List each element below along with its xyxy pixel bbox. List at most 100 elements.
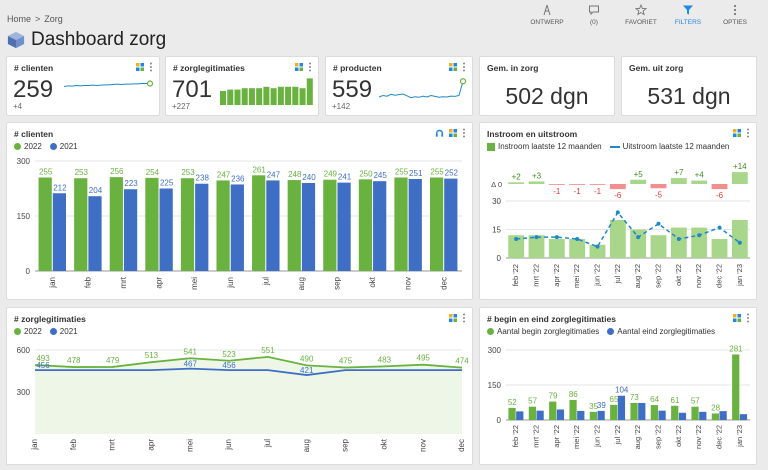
area-fill	[35, 356, 462, 434]
uitstroom-point	[737, 240, 742, 245]
bar	[597, 410, 605, 420]
bar	[638, 402, 646, 420]
favorite-button[interactable]: FAVORIET	[618, 2, 664, 26]
legend-label: 2022	[24, 327, 42, 336]
bar	[337, 182, 351, 271]
delta-bar	[711, 184, 728, 190]
kpi-card-gem-uit-zorg[interactable]: Gem. uit zorg 531 dgn	[621, 56, 757, 116]
data-label: 254	[146, 168, 160, 177]
sparkline-bar	[299, 88, 306, 105]
card-menu-icon[interactable]	[149, 62, 153, 72]
breadcrumb-home[interactable]: Home	[7, 14, 32, 24]
legend-item[interactable]: 2022	[14, 142, 42, 151]
instroom-bar	[609, 220, 626, 258]
x-tick-label: jan	[30, 439, 39, 451]
card-menu-icon[interactable]	[308, 62, 312, 72]
comments-button[interactable]: (0)	[571, 2, 617, 26]
x-tick-label: sep	[333, 276, 342, 289]
kpi-card-zorglegitimaties[interactable]: # zorglegitimaties 701 +227	[165, 56, 319, 116]
bar	[88, 196, 102, 271]
delta-bar	[731, 172, 748, 184]
chart-type-icon[interactable]	[733, 314, 741, 322]
card-menu-icon[interactable]	[746, 313, 750, 323]
y-tick-label: 0	[497, 416, 502, 425]
data-label: 241	[338, 173, 352, 182]
legend-label: Aantal eind zorglegitimaties	[617, 327, 716, 336]
breadcrumb-current[interactable]: Zorg	[44, 14, 63, 24]
data-label: 250	[359, 169, 373, 178]
kpi-value: 531 dgn	[647, 83, 731, 109]
delta-bar	[569, 184, 586, 185]
x-tick-label: feb	[83, 276, 92, 288]
delta-label: +5	[634, 170, 644, 179]
legend-item[interactable]: Instroom laatste 12 maanden	[487, 142, 602, 151]
card-menu-icon[interactable]	[462, 128, 466, 138]
options-button[interactable]: OPTIES	[712, 2, 758, 26]
delta-bar	[670, 178, 687, 184]
sparkline-bar	[270, 88, 277, 105]
kpi-card-producten[interactable]: # producten 559 +142	[325, 56, 473, 116]
filters-button[interactable]: FILTERS	[665, 2, 711, 26]
bar	[373, 181, 387, 271]
legend-item[interactable]: 2022	[14, 327, 42, 336]
x-tick-label: mrt '22	[531, 425, 540, 448]
data-label-eind: 104	[615, 386, 629, 395]
legend-item[interactable]: 2021	[49, 327, 78, 336]
chart-type-icon[interactable]	[449, 63, 457, 71]
chart-type-icon[interactable]	[136, 63, 144, 71]
data-label-begin: 64	[650, 395, 659, 404]
data-label-2022: 478	[67, 356, 81, 365]
chart-type-icon[interactable]	[449, 314, 457, 322]
delta-label: -1	[553, 187, 561, 196]
x-tick-label: feb '22	[511, 264, 520, 286]
legend-item[interactable]: 2021	[49, 142, 78, 151]
kpi-card-gem-in-zorg[interactable]: Gem. in zorg 502 dgn	[479, 56, 615, 116]
x-tick-label: nov	[404, 277, 413, 290]
delta-bar	[630, 179, 647, 184]
legend-label: 2021	[59, 327, 78, 336]
x-tick-label: dec '22	[714, 425, 723, 449]
bar	[549, 401, 557, 420]
legend-swatch	[49, 328, 57, 335]
design-button[interactable]: ONTWERP	[524, 2, 570, 26]
chart-type-icon[interactable]	[295, 63, 303, 71]
kpi-card-clienten[interactable]: # clienten 259 +4	[6, 56, 160, 116]
card-menu-icon[interactable]	[746, 128, 750, 138]
kpi-title: Gem. uit zorg	[629, 63, 684, 73]
clienten-bar-chart: 0150300255212jan253204feb256223mrt254225…	[17, 157, 462, 290]
instroom-bar	[630, 229, 647, 258]
card-menu-icon[interactable]	[462, 62, 466, 72]
delta-bar	[650, 184, 667, 189]
bar	[408, 178, 422, 271]
data-label: 240	[302, 173, 316, 182]
kpi-sparkline	[378, 78, 467, 99]
x-tick-label: okt	[379, 438, 388, 449]
y-tick-label: 150	[17, 212, 31, 221]
data-label: 261	[252, 165, 266, 174]
kpi-value: 701	[172, 76, 213, 103]
bar	[38, 177, 52, 271]
uitstroom-line	[516, 211, 741, 248]
legend-swatch	[609, 145, 620, 148]
bar	[691, 406, 699, 420]
bar	[74, 178, 88, 271]
bar	[394, 177, 408, 271]
card-menu-icon[interactable]	[462, 313, 466, 323]
bar	[678, 412, 687, 420]
legend-swatch	[487, 328, 494, 335]
data-label: 253	[181, 168, 195, 177]
x-tick-label: aug	[302, 439, 311, 452]
x-tick-label: mei	[190, 277, 199, 290]
instroom-bar	[569, 239, 586, 258]
chart-type-icon[interactable]	[449, 129, 457, 137]
filters-label: FILTERS	[674, 19, 702, 26]
x-tick-label: jan	[48, 277, 57, 289]
sparkline-path	[63, 83, 150, 87]
instroom-bar	[711, 239, 728, 258]
bar	[658, 410, 666, 420]
legend-item[interactable]: Uitstroom laatste 12 maanden	[609, 142, 729, 151]
chart-type-icon[interactable]	[733, 129, 741, 137]
legend-item[interactable]: Aantal eind zorglegitimaties	[607, 327, 715, 336]
refresh-icon[interactable]	[435, 129, 444, 138]
legend-item[interactable]: Aantal begin zorglegitimaties	[487, 327, 599, 336]
